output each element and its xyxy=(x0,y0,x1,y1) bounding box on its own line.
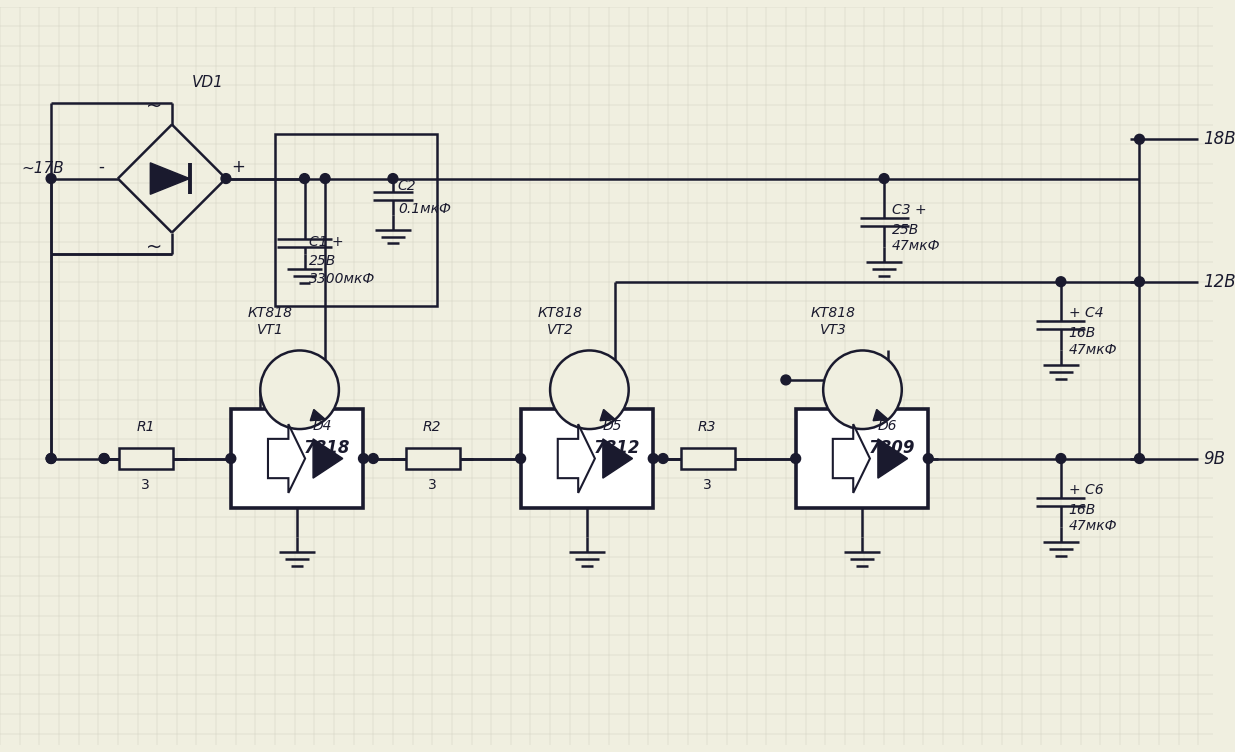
Circle shape xyxy=(1135,135,1145,144)
Text: КТ818: КТ818 xyxy=(248,306,293,320)
Text: ~17B: ~17B xyxy=(21,161,64,176)
Text: VD1: VD1 xyxy=(191,75,224,90)
Text: VT3: VT3 xyxy=(820,323,846,337)
Text: 47мкФ: 47мкФ xyxy=(1068,343,1118,356)
Circle shape xyxy=(358,453,368,463)
Circle shape xyxy=(879,174,889,183)
Text: -: - xyxy=(99,158,104,176)
Polygon shape xyxy=(878,439,908,478)
Circle shape xyxy=(1135,277,1145,287)
Polygon shape xyxy=(558,424,595,493)
Text: 3: 3 xyxy=(703,478,711,492)
Text: R2: R2 xyxy=(422,420,441,434)
Text: КТ818: КТ818 xyxy=(810,306,856,320)
Circle shape xyxy=(261,350,338,429)
Circle shape xyxy=(790,453,800,463)
Circle shape xyxy=(550,350,629,429)
Circle shape xyxy=(320,174,330,183)
Text: 7809: 7809 xyxy=(868,439,915,457)
Circle shape xyxy=(1056,453,1066,463)
Text: C2: C2 xyxy=(398,178,416,193)
Circle shape xyxy=(368,453,378,463)
Circle shape xyxy=(648,453,658,463)
Circle shape xyxy=(99,453,109,463)
Text: КТ818: КТ818 xyxy=(537,306,583,320)
Bar xyxy=(231,409,363,508)
Polygon shape xyxy=(832,424,869,493)
Text: 3300мкФ: 3300мкФ xyxy=(310,272,375,286)
Text: 7818: 7818 xyxy=(304,439,351,457)
Polygon shape xyxy=(600,409,615,420)
Text: 47мкФ: 47мкФ xyxy=(892,239,941,253)
Circle shape xyxy=(658,453,668,463)
Polygon shape xyxy=(151,163,190,194)
Text: R3: R3 xyxy=(698,420,716,434)
Text: 3: 3 xyxy=(141,478,149,492)
Text: 12B: 12B xyxy=(1203,273,1235,291)
Bar xyxy=(795,409,929,508)
Text: ~: ~ xyxy=(146,97,163,116)
Circle shape xyxy=(226,453,236,463)
Text: 47мкФ: 47мкФ xyxy=(1068,520,1118,533)
Text: +: + xyxy=(231,158,245,176)
Text: 16B: 16B xyxy=(1068,503,1095,517)
Text: R1: R1 xyxy=(136,420,154,434)
Bar xyxy=(680,447,735,469)
Bar xyxy=(275,135,437,306)
Text: 9B: 9B xyxy=(1203,450,1225,468)
Circle shape xyxy=(781,375,790,385)
Text: C1 +: C1 + xyxy=(310,235,345,249)
Circle shape xyxy=(1135,453,1145,463)
Text: C3 +: C3 + xyxy=(892,203,926,217)
Bar xyxy=(521,409,653,508)
Circle shape xyxy=(46,174,56,183)
Text: D4: D4 xyxy=(312,419,332,433)
Text: 18B: 18B xyxy=(1203,130,1235,148)
Polygon shape xyxy=(312,439,343,478)
Text: 25B: 25B xyxy=(892,223,919,237)
Circle shape xyxy=(924,453,934,463)
Text: + C4: + C4 xyxy=(1068,306,1103,320)
Bar xyxy=(119,447,173,469)
Text: 16B: 16B xyxy=(1068,326,1095,340)
Circle shape xyxy=(99,453,109,463)
Text: VT2: VT2 xyxy=(546,323,573,337)
Polygon shape xyxy=(310,409,325,420)
Text: D6: D6 xyxy=(878,419,898,433)
Polygon shape xyxy=(268,424,305,493)
Circle shape xyxy=(46,453,56,463)
Circle shape xyxy=(824,350,902,429)
Text: 0.1мкФ: 0.1мкФ xyxy=(398,202,451,216)
Text: VT1: VT1 xyxy=(257,323,284,337)
Bar xyxy=(405,447,459,469)
Text: 7812: 7812 xyxy=(594,439,640,457)
Circle shape xyxy=(46,453,56,463)
Circle shape xyxy=(388,174,398,183)
Circle shape xyxy=(516,453,526,463)
Circle shape xyxy=(1056,277,1066,287)
Text: D5: D5 xyxy=(603,419,622,433)
Text: ~: ~ xyxy=(146,238,163,256)
Text: + C6: + C6 xyxy=(1068,483,1103,497)
Text: 25B: 25B xyxy=(310,254,337,268)
Polygon shape xyxy=(873,409,888,420)
Polygon shape xyxy=(603,439,632,478)
Text: 3: 3 xyxy=(427,478,437,492)
Circle shape xyxy=(300,174,310,183)
Circle shape xyxy=(221,174,231,183)
